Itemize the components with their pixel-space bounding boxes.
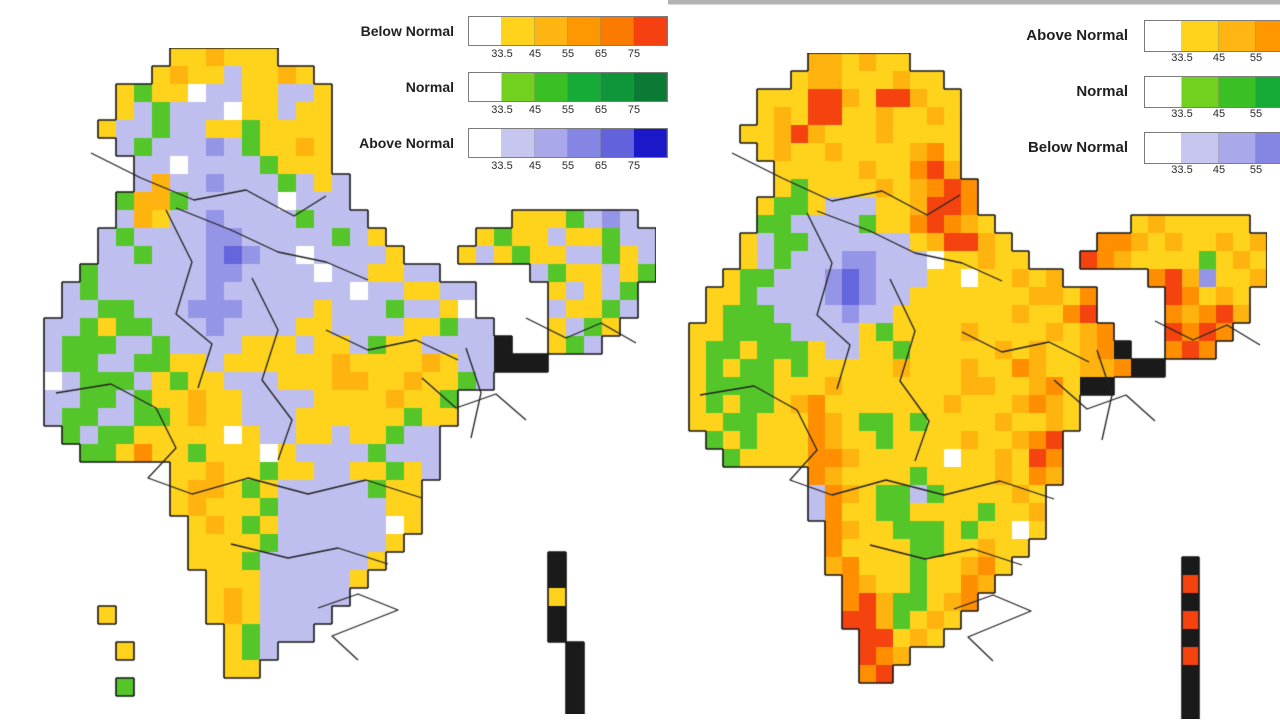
colorbar-cell [535, 17, 568, 45]
colorbar-cells [1144, 20, 1280, 52]
colorbar-cell [1219, 21, 1256, 51]
legend-colorbar: 33.545556575 [468, 16, 668, 60]
colorbar-cell [469, 17, 502, 45]
india-map-left [26, 48, 656, 714]
legend-category-label: Above Normal [1026, 26, 1128, 44]
right-panel-top-divider [668, 0, 1280, 5]
colorbar-cell [1256, 21, 1280, 51]
colorbar-cell [502, 17, 535, 45]
india-map-right [672, 53, 1267, 719]
legend-category-label: Below Normal [360, 23, 454, 39]
legend-row: Above Normal 33.54555 [1004, 20, 1280, 64]
colorbar-cell [1145, 21, 1182, 51]
colorbar-cell [1182, 21, 1219, 51]
colorbar-cells [468, 16, 668, 46]
legend-colorbar: 33.54555 [1144, 20, 1280, 64]
colorbar-cell [601, 17, 634, 45]
colorbar-cell [568, 17, 601, 45]
colorbar-cell [634, 17, 667, 45]
legend-row: Below Normal 33.545556575 [338, 16, 668, 60]
